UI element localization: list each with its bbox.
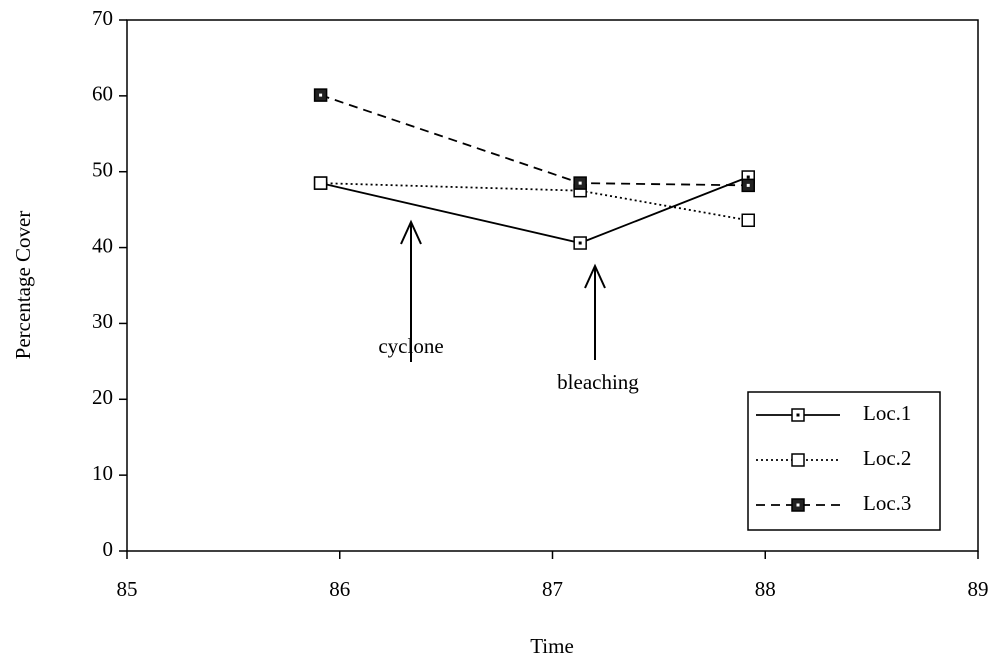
legend-marker — [791, 453, 805, 467]
data-point-center — [578, 241, 582, 245]
y-tick-label: 0 — [103, 537, 114, 561]
x-tick-label: 89 — [968, 577, 989, 601]
data-point-center — [578, 181, 582, 185]
y-tick-label: 40 — [92, 233, 113, 257]
legend-marker-center — [796, 503, 800, 507]
data-point-center — [746, 175, 750, 179]
y-tick-label: 20 — [92, 385, 113, 409]
data-point-center — [319, 93, 323, 97]
data-point — [313, 176, 328, 190]
series-line — [320, 182, 749, 222]
x-tick-label: 88 — [755, 577, 776, 601]
y-tick-label: 60 — [92, 82, 113, 106]
legend-label: Loc.2 — [863, 446, 911, 470]
x-tick-label: 87 — [542, 577, 563, 601]
y-axis-label: Percentage Cover — [11, 211, 35, 360]
data-point-center — [746, 183, 750, 187]
y-tick-label: 30 — [92, 309, 113, 333]
data-point — [741, 213, 755, 228]
y-tick-label: 10 — [92, 461, 113, 485]
series-line — [320, 94, 749, 187]
y-tick-label: 50 — [92, 158, 113, 182]
x-axis-label: Time — [530, 634, 574, 658]
annotation-arrowhead — [584, 263, 606, 289]
legend-marker-center — [796, 413, 800, 417]
series-line — [320, 176, 749, 244]
x-tick-label: 86 — [329, 577, 350, 601]
annotation-arrowhead — [400, 219, 422, 245]
legend-label: Loc.3 — [863, 491, 911, 515]
annotation: cyclone — [378, 334, 443, 358]
annotation: bleaching — [557, 370, 639, 394]
y-tick-label: 70 — [92, 6, 113, 30]
legend-label: Loc.1 — [863, 401, 911, 425]
x-tick-label: 85 — [117, 577, 138, 601]
